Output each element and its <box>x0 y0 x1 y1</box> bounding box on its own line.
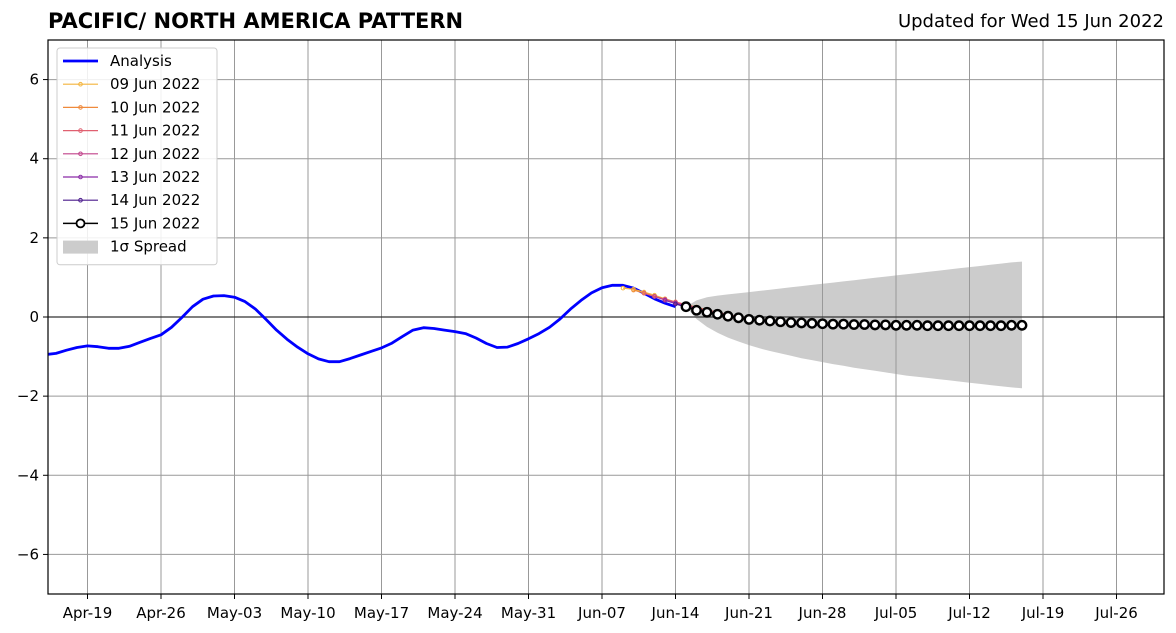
x-tick-label: May-03 <box>207 604 262 622</box>
legend-label: Analysis <box>110 52 172 70</box>
legend-item: Analysis <box>63 52 172 70</box>
forecast-point <box>806 317 818 329</box>
legend-patch <box>63 240 98 254</box>
forecast-point <box>652 294 657 299</box>
legend-item: 14 Jun 2022 <box>63 191 200 209</box>
x-tick-label: Jun-14 <box>651 604 700 622</box>
x-tick-label: May-31 <box>501 604 556 622</box>
x-tick-label: Jul-12 <box>947 604 991 622</box>
legend-label: 14 Jun 2022 <box>110 191 200 209</box>
forecast-point <box>680 301 692 313</box>
forecast-point <box>869 319 881 331</box>
forecast-point <box>764 315 776 327</box>
x-tick-label: Apr-19 <box>63 604 113 622</box>
series-layer <box>48 283 1028 364</box>
forecast-point <box>796 317 807 329</box>
y-tick-label: −6 <box>17 545 39 563</box>
forecast-point <box>932 320 944 332</box>
forecast-point <box>691 304 702 316</box>
y-tick-label: 0 <box>29 308 39 326</box>
y-tick-label: −2 <box>17 387 39 405</box>
forecast-point <box>785 317 797 328</box>
legend-label: 09 Jun 2022 <box>110 75 200 93</box>
forecast-point <box>733 312 744 324</box>
legend: Analysis 09 Jun 2022 10 Jun 2022 11 Jun 202… <box>56 47 218 266</box>
x-tick-label: Jul-05 <box>874 604 918 622</box>
forecast-point <box>995 320 1007 332</box>
legend-item: 09 Jun 2022 <box>63 75 200 93</box>
legend-box <box>56 47 218 266</box>
y-tick-label: 6 <box>29 71 39 89</box>
forecast-point <box>848 319 860 330</box>
x-tick-label: Apr-26 <box>136 604 186 622</box>
x-tick-label: May-24 <box>427 604 482 622</box>
forecast-point <box>817 318 828 330</box>
legend-marker <box>78 174 83 180</box>
x-tick-label: Jul-26 <box>1094 604 1138 622</box>
legend-marker <box>78 197 83 203</box>
forecast-point <box>827 318 839 330</box>
forecast-point <box>890 319 902 331</box>
x-tick-label: Jun-28 <box>798 604 847 622</box>
forecast-point <box>620 285 626 291</box>
forecast-point <box>641 290 647 296</box>
forecast-point <box>673 301 678 307</box>
forecast-point <box>701 306 713 318</box>
x-tick-label: Jun-21 <box>724 604 773 622</box>
legend-label: 1σ Spread <box>110 238 187 256</box>
forecast-point <box>901 319 912 331</box>
forecast-point <box>754 314 765 326</box>
legend-marker <box>78 151 83 157</box>
forecast-point <box>662 298 668 303</box>
forecast-point <box>775 316 786 328</box>
forecast-point <box>943 320 954 332</box>
series-0 <box>48 283 676 364</box>
legend-marker <box>75 218 86 229</box>
analysis-line <box>48 283 676 364</box>
x-tick-label: May-10 <box>280 604 335 622</box>
legend-item: 10 Jun 2022 <box>63 98 200 116</box>
forecast-point <box>631 287 636 293</box>
legend-item: 12 Jun 2022 <box>63 145 200 163</box>
forecast-point <box>953 320 965 332</box>
chart-title: PACIFIC/ NORTH AMERICA PATTERN <box>48 9 464 33</box>
legend-item: 13 Jun 2022 <box>63 168 200 186</box>
legend-label: 11 Jun 2022 <box>110 122 200 140</box>
forecast-point <box>974 320 986 332</box>
legend-item: 15 Jun 2022 <box>63 214 200 232</box>
legend-label: 10 Jun 2022 <box>110 98 200 116</box>
legend-label: 15 Jun 2022 <box>110 214 200 232</box>
forecast-point <box>911 319 923 331</box>
forecast-point <box>1006 319 1017 331</box>
x-tick-label: May-17 <box>354 604 409 622</box>
forecast-point <box>985 320 996 332</box>
series-7 <box>680 301 1028 332</box>
x-tick-label: Jun-07 <box>577 604 626 622</box>
legend-marker <box>78 81 83 87</box>
forecast-point <box>859 319 870 330</box>
legend-marker <box>78 105 83 110</box>
y-tick-label: 2 <box>29 229 39 247</box>
legend-item: 11 Jun 2022 <box>63 122 200 140</box>
updated-date: Updated for Wed 15 Jun 2022 <box>897 11 1164 32</box>
legend-label: 13 Jun 2022 <box>110 168 200 186</box>
forecast-point <box>743 313 755 325</box>
x-tick-label: Jul-19 <box>1021 604 1065 622</box>
legend-item: 1σ Spread <box>63 238 187 256</box>
grid-layer <box>48 40 1164 594</box>
forecast-point <box>1016 319 1028 331</box>
forecast-point <box>722 310 734 322</box>
forecast-point <box>712 308 723 320</box>
legend-label: 12 Jun 2022 <box>110 145 200 163</box>
y-tick-label: −4 <box>17 466 39 484</box>
axes-layer: Apr-19 Apr-26 May-03 May-10 May-17 May-24 May-… <box>17 39 1165 622</box>
forecast-point <box>880 319 891 331</box>
forecast-point <box>922 320 933 332</box>
forecast-point <box>838 318 849 330</box>
forecast-point <box>964 320 975 332</box>
y-tick-label: 4 <box>29 150 39 168</box>
legend-marker <box>78 128 83 133</box>
